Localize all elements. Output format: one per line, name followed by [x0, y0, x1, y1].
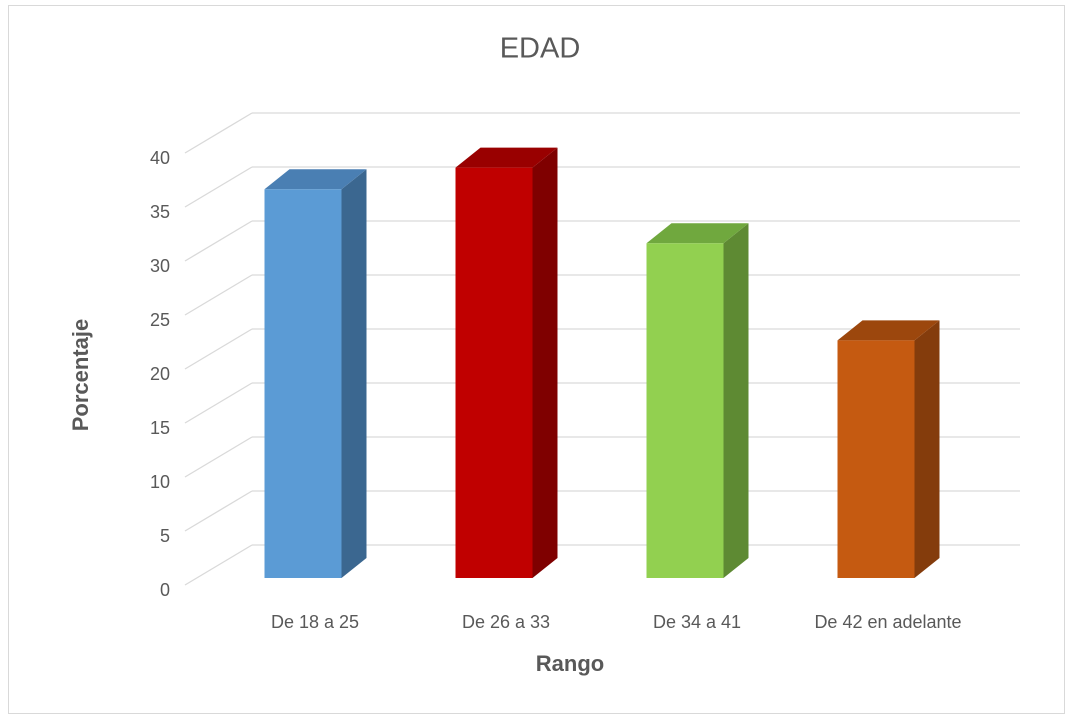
- bar-side: [532, 147, 558, 578]
- bar: [837, 320, 940, 578]
- side-grid-line: [184, 490, 253, 532]
- y-tick-label: 35: [150, 202, 170, 222]
- bar-top: [264, 169, 367, 190]
- bar-front: [646, 243, 724, 578]
- y-tick-label: 30: [150, 256, 170, 276]
- y-tick-label: 40: [150, 148, 170, 168]
- bar-top: [837, 320, 940, 341]
- side-grid-line: [184, 220, 253, 262]
- side-grid-line: [184, 274, 253, 316]
- bar-top: [646, 223, 749, 244]
- bar: [646, 223, 749, 578]
- x-axis-title: Rango: [536, 651, 604, 676]
- bar: [455, 147, 558, 578]
- x-tick-label: De 34 a 41: [653, 612, 741, 632]
- y-tick-label: 15: [150, 418, 170, 438]
- bar: [264, 169, 367, 578]
- y-tick-label: 0: [160, 580, 170, 600]
- y-tick-label: 25: [150, 310, 170, 330]
- bar-side: [914, 320, 940, 578]
- side-grid-line: [184, 328, 253, 370]
- x-tick-label: De 42 en adelante: [814, 612, 961, 632]
- bar-front: [455, 167, 533, 578]
- side-grid-line: [184, 166, 253, 208]
- side-grid-line: [184, 382, 253, 424]
- bar-front: [837, 340, 915, 578]
- side-grid-line: [184, 436, 253, 478]
- chart-title: EDAD: [500, 33, 581, 65]
- bar-side: [341, 169, 367, 578]
- y-tick-label: 10: [150, 472, 170, 492]
- x-tick-label: De 26 a 33: [462, 612, 550, 632]
- y-axis-title: Porcentaje: [68, 319, 93, 432]
- side-grid-line: [184, 112, 253, 154]
- y-tick-label: 5: [160, 526, 170, 546]
- bar-top: [455, 147, 558, 168]
- bar-front: [264, 189, 342, 578]
- side-grid-line: [184, 544, 253, 586]
- bar-side: [723, 223, 749, 578]
- x-tick-label: De 18 a 25: [271, 612, 359, 632]
- y-tick-label: 20: [150, 364, 170, 384]
